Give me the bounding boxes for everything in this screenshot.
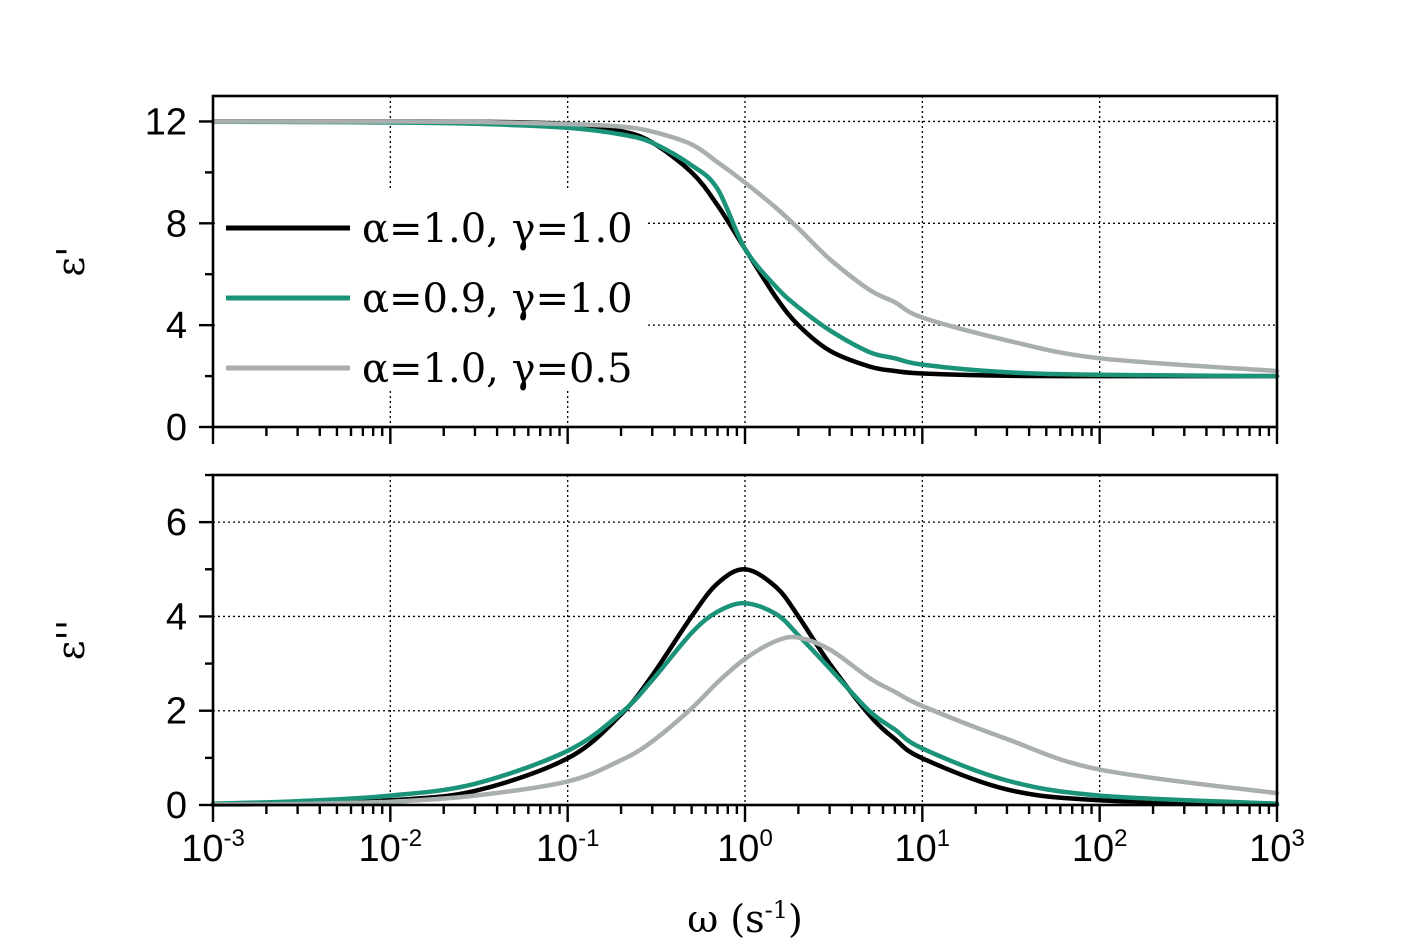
bottom-panel-eps-imag: 0 2 4 6 ε'' 10-3 10-2 10-1 100 101 102 103 ω (s-1) [49, 473, 1305, 941]
x-tick-label: 10-1 [536, 825, 600, 870]
x-axis-title: ω (s-1) [687, 896, 803, 941]
legend: α=1.0, γ=1.0 α=0.9, γ=1.0 α=1.0, γ=0.5 [218, 190, 648, 392]
x-tick-label: 102 [1072, 825, 1128, 870]
top-panel-eps-real: 0 4 8 12 ε' [49, 94, 1280, 449]
y-tick-label: 4 [166, 596, 187, 638]
legend-label-2: α=0.9, γ=1.0 [362, 276, 633, 322]
y-tick-label: 8 [166, 203, 187, 245]
y-axis-title: ε' [49, 246, 93, 276]
series-line-3 [210, 634, 1280, 807]
x-tick-label: 101 [895, 825, 951, 870]
y-tick-label: 12 [145, 101, 187, 143]
x-tick-label: 103 [1249, 825, 1305, 870]
legend-label-1: α=1.0, γ=1.0 [362, 206, 633, 252]
y-tick-label: 0 [166, 785, 187, 827]
y-tick-label: 2 [166, 691, 187, 733]
series-line-1 [210, 567, 1280, 807]
y-tick-label: 6 [166, 502, 187, 544]
legend-background [218, 190, 648, 390]
legend-label-3: α=1.0, γ=0.5 [362, 346, 633, 392]
y-tick-label: 0 [166, 407, 187, 449]
y-tick-label: 4 [166, 305, 187, 347]
x-tick-label: 10-3 [181, 825, 245, 870]
y-axis-title: ε'' [49, 620, 93, 661]
x-tick-label: 100 [717, 825, 773, 870]
series-line-2 [210, 600, 1280, 806]
x-tick-label: 10-2 [359, 825, 423, 870]
series-line-3 [210, 119, 1280, 374]
